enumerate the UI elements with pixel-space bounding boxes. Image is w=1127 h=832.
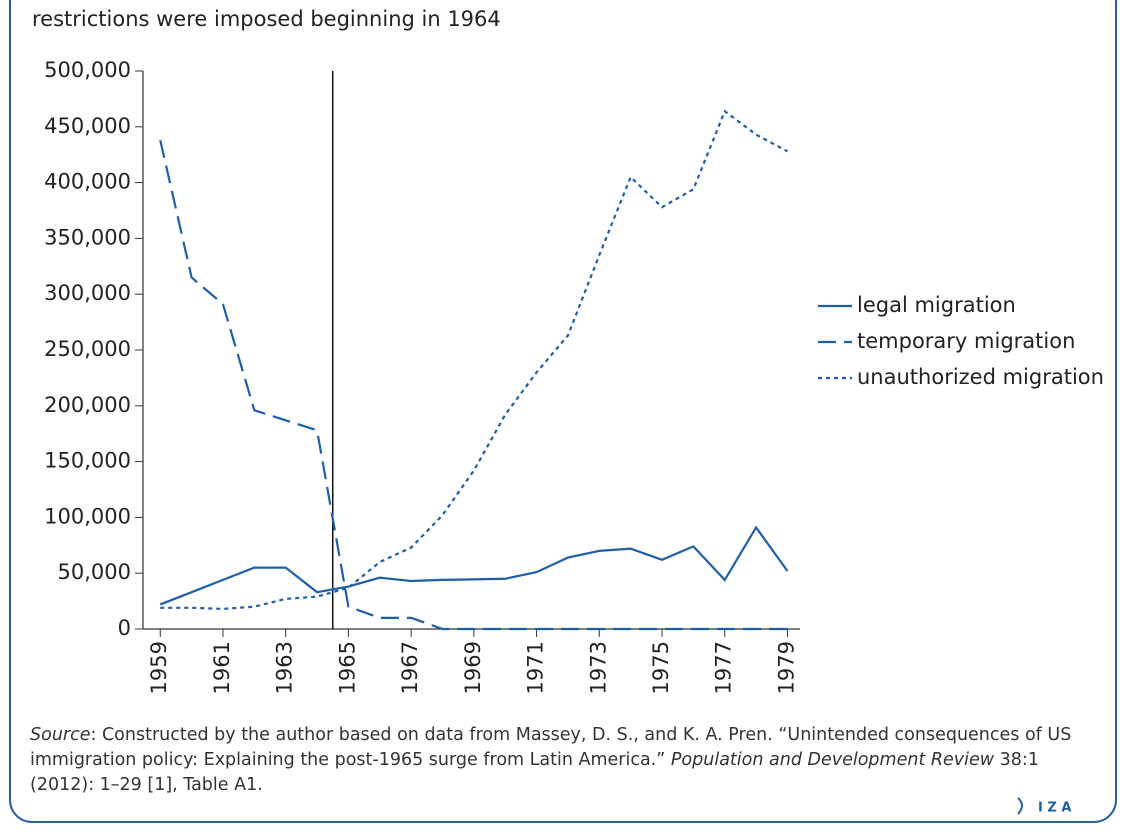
x-tick-label: 1973 (586, 641, 610, 694)
x-tick-label: 1977 (712, 641, 736, 694)
y-tick-label: 150,000 (44, 449, 131, 473)
y-tick-label: 450,000 (44, 114, 131, 138)
chart-title: restrictions were imposed beginning in 1… (32, 7, 501, 31)
series-line (159, 139, 788, 631)
y-tick-label: 400,000 (44, 170, 131, 194)
y-tick-label: 250,000 (44, 337, 131, 361)
source-text: 38:1 (2012): 1–29 [1], Table A1. (30, 750, 1039, 795)
series-line (159, 525, 789, 606)
x-tick-label: 1959 (147, 641, 171, 694)
y-tick-label: 50,000 (58, 560, 131, 584)
x-tick-label: 1975 (649, 641, 673, 694)
x-tick-label: 1967 (398, 641, 422, 694)
x-tick-label: 1971 (524, 641, 548, 694)
x-tick-label: 1963 (273, 641, 297, 694)
x-tick-label: 1961 (210, 641, 234, 694)
x-tick-label: 1979 (774, 641, 798, 694)
source-journal: Population and Development Review (670, 750, 995, 770)
x-tick-label: 1965 (335, 641, 359, 694)
legend-label: legal migration (857, 293, 1016, 317)
y-tick-label: 200,000 (44, 393, 131, 417)
logo: I Z A (1038, 801, 1071, 816)
source-label: Source (30, 725, 91, 745)
source-note: Source: Constructed by the author based … (30, 723, 1100, 798)
y-tick-label: 100,000 (44, 504, 131, 528)
source-text: : Constructed by the author based on dat… (30, 725, 1072, 770)
x-tick-label: 1969 (461, 641, 485, 694)
frame (9, 0, 1117, 823)
y-tick-label: 500,000 (44, 58, 131, 82)
series-line (160, 109, 788, 611)
logo-mark (1017, 797, 1023, 815)
y-tick-label: 350,000 (44, 225, 131, 249)
legend-label: temporary migration (857, 329, 1075, 353)
y-tick-label: 300,000 (44, 281, 131, 305)
y-tick-label: 0 (118, 616, 131, 640)
legend-label: unauthorized migration (857, 365, 1104, 389)
